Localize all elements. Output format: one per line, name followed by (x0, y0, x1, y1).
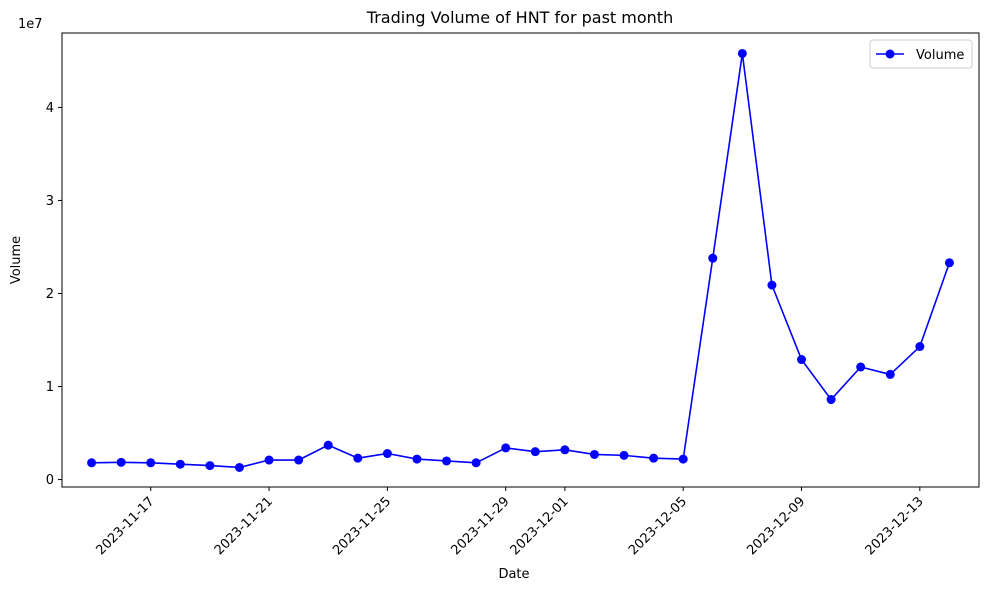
data-point (264, 455, 274, 465)
y-tick-label: 4 (46, 101, 54, 116)
y-tick-label: 2 (46, 287, 54, 302)
data-point (649, 453, 659, 463)
x-tick-label: 2023-12-13 (863, 494, 927, 558)
data-point (737, 48, 747, 58)
data-point (442, 456, 452, 466)
x-tick-label: 2023-11-25 (330, 494, 394, 558)
x-tick-label: 2023-12-05 (626, 494, 690, 558)
series-layer (87, 48, 954, 472)
data-point (797, 355, 807, 365)
data-point (885, 369, 895, 379)
data-point (471, 458, 481, 468)
x-tick-label: 2023-12-09 (744, 494, 808, 558)
data-point (678, 454, 688, 464)
data-point (234, 462, 244, 472)
data-point (294, 455, 304, 465)
x-axis-ticks: 2023-11-17 2023-11-21 2023-11-25 2023-11-29… (94, 487, 927, 558)
data-point (87, 458, 97, 468)
y-axis-label: Volume (9, 236, 24, 284)
y-tick-label: 3 (46, 194, 54, 209)
data-point (175, 459, 185, 469)
x-tick-label: 2023-12-01 (508, 494, 572, 558)
data-point (589, 449, 599, 459)
legend-marker-sample (885, 49, 895, 59)
y-axis-offset-label: 1e7 (18, 17, 43, 32)
legend: Volume (869, 39, 973, 69)
y-axis-ticks: 0 1 2 3 4 (46, 101, 62, 488)
legend-box (869, 39, 973, 69)
data-point (826, 395, 836, 405)
data-point (412, 454, 422, 464)
y-tick-label: 0 (46, 473, 54, 488)
data-point (323, 440, 333, 450)
data-point (915, 342, 925, 352)
data-point (205, 461, 215, 471)
x-tick-label: 2023-11-21 (212, 494, 276, 558)
data-point (619, 450, 629, 460)
y-tick-label: 1 (46, 380, 54, 395)
data-point (382, 449, 392, 459)
data-point (560, 445, 570, 455)
x-tick-label: 2023-11-17 (94, 494, 158, 558)
data-point (530, 447, 540, 457)
x-tick-label: 2023-11-29 (449, 494, 513, 558)
data-point (767, 280, 777, 290)
legend-entry-volume: Volume (916, 48, 964, 63)
data-point (146, 458, 156, 468)
data-point (116, 457, 126, 467)
data-point (856, 362, 866, 372)
data-point (501, 443, 511, 453)
data-point (353, 453, 363, 463)
x-axis-label: Date (498, 567, 529, 582)
chart-title: Trading Volume of HNT for past month (366, 8, 673, 27)
series-line-volume (91, 52, 951, 469)
data-point (708, 253, 718, 263)
data-point (944, 258, 954, 268)
plot-area (61, 32, 980, 488)
